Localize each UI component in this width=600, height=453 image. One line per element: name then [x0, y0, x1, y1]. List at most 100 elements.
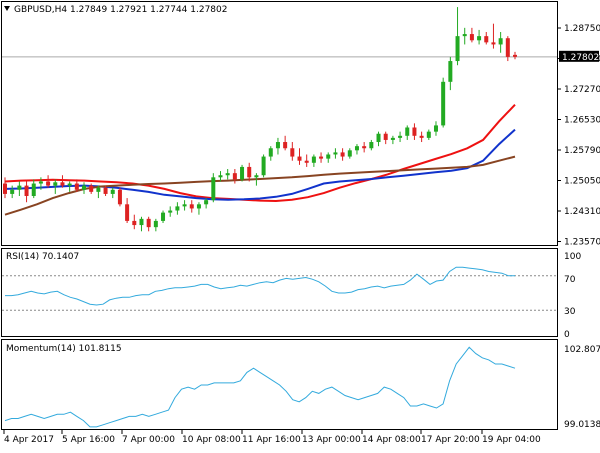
triangle-down-icon[interactable]	[4, 6, 10, 11]
candle	[484, 31, 489, 45]
candle-body	[412, 127, 417, 136]
candle	[412, 123, 417, 140]
time-tick-label: 11 Apr 16:00	[242, 435, 301, 445]
time-tick-label: 7 Apr 00:00	[122, 435, 175, 445]
candle-body	[103, 187, 108, 194]
candle	[31, 179, 36, 199]
candle	[383, 131, 388, 145]
candle	[268, 146, 273, 161]
candle	[189, 200, 194, 213]
candle-body	[369, 142, 374, 149]
candle-body	[225, 173, 230, 176]
momentum-tick-label: 102.8077	[564, 345, 600, 355]
candle	[362, 142, 367, 153]
candle-body	[10, 189, 15, 194]
candle-body	[304, 160, 309, 163]
candle	[319, 152, 324, 163]
momentum-label: Momentum(14) 101.8115	[6, 344, 122, 354]
candle	[513, 51, 517, 60]
candle	[182, 200, 187, 211]
time-tick-label: 10 Apr 08:00	[182, 435, 241, 445]
candle-body	[240, 166, 245, 180]
candle-body	[24, 185, 29, 197]
candle	[3, 177, 7, 199]
price-tick-label: 1.24310	[564, 207, 600, 217]
candle-body	[333, 152, 338, 155]
candle	[153, 218, 158, 232]
candle	[132, 214, 137, 230]
price-panel[interactable]	[1, 1, 558, 246]
rsi-panel[interactable]	[1, 248, 558, 337]
rsi-series	[5, 266, 515, 306]
candle-body	[254, 175, 259, 178]
rsi-tick-label: 0	[564, 330, 570, 340]
candle	[405, 125, 410, 140]
candle	[340, 148, 345, 161]
candle	[211, 173, 216, 203]
moving-averages	[4, 104, 516, 216]
candle	[74, 179, 79, 192]
candle	[232, 169, 237, 184]
candle-body	[82, 185, 87, 190]
candle	[275, 137, 280, 155]
rsi-label: RSI(14) 70.1407	[6, 252, 79, 262]
candle-body	[513, 54, 517, 57]
candle	[297, 148, 302, 165]
candle	[175, 202, 180, 215]
time-tick-label: 19 Apr 04:00	[482, 435, 541, 445]
candle-body	[218, 175, 223, 178]
price-tick-label: 1.26530	[564, 116, 600, 126]
candle	[53, 179, 58, 194]
candle-body	[38, 181, 43, 184]
candle	[290, 142, 295, 161]
candle-body	[31, 183, 36, 197]
candle-body	[311, 156, 316, 163]
candle-body	[74, 183, 79, 190]
candle-body	[189, 204, 194, 209]
candle-body	[67, 183, 72, 186]
candle	[261, 154, 266, 178]
candle-body	[3, 183, 7, 194]
time-tick-label: 13 Apr 00:00	[302, 435, 361, 445]
candle	[390, 135, 395, 145]
candle	[283, 135, 288, 151]
candle-body	[139, 218, 144, 226]
time-tick-label: 17 Apr 20:00	[421, 435, 480, 445]
candle-body	[161, 212, 166, 221]
candle	[347, 148, 352, 159]
candle-body	[433, 125, 438, 132]
candle-body	[204, 200, 209, 205]
momentum-panel[interactable]	[1, 339, 558, 430]
price-tick-label: 1.25050	[564, 177, 600, 187]
candle-body	[17, 185, 22, 190]
candle-body	[340, 152, 345, 157]
axis-labels: 1.287501.280101.272701.265301.257901.250…	[3, 24, 600, 445]
candle-body	[455, 36, 460, 62]
candle-body	[426, 131, 431, 138]
candle-body	[491, 42, 496, 45]
momentum-series	[4, 346, 516, 428]
candle	[82, 182, 87, 194]
candle	[462, 27, 467, 45]
candle-body	[110, 189, 115, 194]
candle	[433, 121, 438, 136]
time-tick-label: 4 Apr 2017	[4, 435, 54, 445]
candle	[254, 173, 259, 186]
candle-body	[398, 135, 403, 138]
candle-body	[117, 189, 122, 205]
candle-body	[441, 81, 446, 126]
candle-body	[168, 210, 173, 213]
candle-body	[390, 137, 395, 140]
candle	[139, 216, 144, 232]
candle	[398, 131, 403, 143]
price-tick-label: 1.23570	[564, 238, 600, 248]
candle	[225, 169, 230, 180]
candle-body	[383, 133, 388, 140]
candle	[24, 181, 29, 203]
candle-body	[448, 61, 453, 82]
candle	[498, 31, 503, 53]
candle	[117, 187, 122, 207]
price-tick-label: 1.28750	[564, 24, 600, 34]
